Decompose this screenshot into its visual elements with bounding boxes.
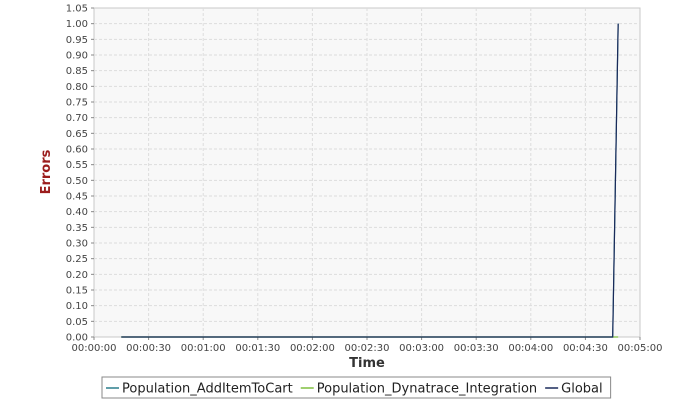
y-tick-label: 0.35 [66, 223, 88, 234]
legend-entry: Population_AddItemToCart [122, 382, 293, 397]
y-tick-label: 0.25 [66, 254, 88, 265]
x-tick-label: 00:02:30 [345, 343, 390, 354]
y-tick-label: 0.05 [66, 317, 88, 328]
y-tick-label: 0.45 [66, 192, 88, 203]
x-axis-ticks: 00:00:00 00:00:30 00:01:00 00:01:30 00:02:00… [72, 337, 663, 354]
x-tick-label: 00:03:30 [454, 343, 499, 354]
y-tick-label: 0.60 [66, 145, 88, 156]
x-tick-label: 00:03:00 [399, 343, 444, 354]
x-tick-label: 00:05:00 [618, 343, 663, 354]
x-tick-label: 00:04:00 [508, 343, 553, 354]
legend-entry: Global [561, 382, 602, 397]
x-tick-label: 00:00:00 [72, 343, 117, 354]
x-tick-label: 00:01:30 [235, 343, 280, 354]
x-tick-label: 00:01:00 [181, 343, 226, 354]
y-tick-label: 0.20 [66, 270, 88, 281]
y-tick-label: 0.65 [66, 129, 88, 140]
y-tick-label: 0.15 [66, 286, 88, 297]
y-tick-label: 0.55 [66, 160, 88, 171]
x-axis-title: Time [349, 356, 385, 371]
y-tick-label: 0.10 [66, 301, 88, 312]
plot-area [93, 7, 641, 338]
y-tick-label: 1.05 [66, 4, 88, 15]
y-tick-label: 0.90 [66, 51, 88, 62]
legend: Population_AddItemToCart Population_Dynat… [101, 376, 612, 399]
y-axis-title: Errors [39, 149, 54, 194]
y-tick-label: 1.00 [66, 19, 88, 30]
series-line-global [121, 23, 619, 338]
legend-box [101, 376, 612, 399]
x-tick-label: 00:02:00 [290, 343, 335, 354]
y-tick-label: 0.70 [66, 113, 88, 124]
legend-entry: Population_Dynatrace_Integration [317, 382, 537, 397]
series-lines [121, 23, 619, 338]
y-tick-label: 0.95 [66, 35, 88, 46]
x-tick-label: 00:04:30 [563, 343, 608, 354]
y-tick-label: 0.80 [66, 82, 88, 93]
y-tick-label: 0.85 [66, 66, 88, 77]
y-axis-ticks: 0.00 0.05 0.10 0.15 0.20 0.25 0.30 0.35 0.40 0.45… [66, 4, 94, 344]
y-tick-label: 0.00 [66, 333, 88, 344]
y-tick-label: 0.75 [66, 98, 88, 109]
x-tick-label: 00:00:30 [126, 343, 171, 354]
grid [94, 8, 640, 337]
y-tick-label: 0.50 [66, 176, 88, 187]
y-tick-label: 0.30 [66, 239, 88, 250]
y-tick-label: 0.40 [66, 207, 88, 218]
